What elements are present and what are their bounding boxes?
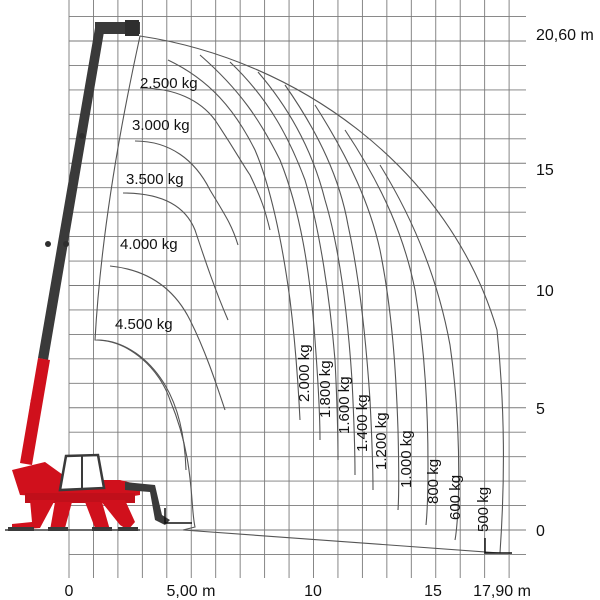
reach-markers xyxy=(164,508,512,554)
y-tick-20-60m: 20,60 m xyxy=(536,27,594,44)
undercarriage xyxy=(25,493,135,503)
curve-3500 xyxy=(122,192,229,321)
capacity-curves xyxy=(96,54,460,541)
load-label-600: 600 kg xyxy=(447,475,464,520)
boom-upper-section xyxy=(38,26,105,360)
y-tick-0: 0 xyxy=(536,523,545,540)
curve-1800 xyxy=(199,54,321,441)
load-label-1200: 1.200 kg xyxy=(373,412,390,470)
x-tick-17-90m: 17,90 m xyxy=(473,583,531,600)
telescopic-boom-grey xyxy=(38,20,140,360)
load-label-2000: 2.000 kg xyxy=(296,344,313,402)
boom-head-block xyxy=(125,20,139,36)
front-attachment xyxy=(125,482,170,525)
load-labels: 2.500 kg 3.000 kg 3.500 kg 4.000 kg 4.50… xyxy=(115,75,492,532)
outrigger-right xyxy=(100,500,135,530)
load-label-1400: 1.400 kg xyxy=(354,394,371,452)
boom-cylinder xyxy=(25,399,41,441)
curve-1400 xyxy=(257,71,356,476)
outrigger-mid-right xyxy=(85,502,110,530)
y-tick-15: 15 xyxy=(536,162,554,179)
marker-5m xyxy=(164,508,192,524)
load-label-3500: 3.500 kg xyxy=(126,171,184,188)
x-tick-5m: 5,00 m xyxy=(167,583,216,600)
x-tick-15: 15 xyxy=(424,583,442,600)
load-label-1600: 1.600 kg xyxy=(336,376,353,434)
boom-pivot-1 xyxy=(79,133,85,139)
outrigger-foot-2 xyxy=(48,527,68,531)
outrigger-left xyxy=(12,500,55,530)
outrigger-foot-1 xyxy=(8,527,34,531)
curve-4500 xyxy=(96,339,187,471)
x-axis-tick-labels: 0 5,00 m 10 15 17,90 m xyxy=(65,583,531,600)
curve-1600 xyxy=(229,61,339,461)
boom-base-red xyxy=(20,358,50,465)
x-tick-10: 10 xyxy=(304,583,322,600)
y-axis-tick-labels: 0 5 10 15 20,60 m xyxy=(536,27,594,540)
boom-pivot-3 xyxy=(45,241,51,247)
x-tick-0: 0 xyxy=(65,583,74,600)
load-label-800: 800 kg xyxy=(425,459,442,504)
rotary-telehandler xyxy=(5,20,170,531)
curve-2000 xyxy=(167,59,301,421)
load-label-3000: 3.000 kg xyxy=(132,117,190,134)
working-range-envelope xyxy=(94,35,504,554)
load-label-1000: 1.000 kg xyxy=(398,430,415,488)
outrigger-foot-3 xyxy=(92,527,112,531)
chassis xyxy=(8,453,170,531)
outrigger-mid-left xyxy=(50,502,72,530)
load-label-1800: 1.800 kg xyxy=(317,360,334,418)
boom-pivot-2 xyxy=(63,241,69,247)
curve-1200 xyxy=(284,84,374,491)
curve-1000 xyxy=(314,104,400,511)
curve-2500 xyxy=(139,87,271,231)
load-label-500: 500 kg xyxy=(475,487,492,532)
load-label-4000: 4.000 kg xyxy=(120,236,178,253)
curve-4000 xyxy=(109,265,226,411)
load-label-2500: 2.500 kg xyxy=(140,75,198,92)
outer-boundary xyxy=(94,35,504,554)
y-tick-10: 10 xyxy=(536,283,554,300)
y-tick-5: 5 xyxy=(536,401,545,418)
marker-17-90m xyxy=(484,538,512,554)
load-label-4500: 4.500 kg xyxy=(115,316,173,333)
curve-3000 xyxy=(134,140,239,246)
curve-800 xyxy=(344,129,429,526)
curve-600 xyxy=(379,164,460,541)
outrigger-foot-4 xyxy=(118,527,138,531)
